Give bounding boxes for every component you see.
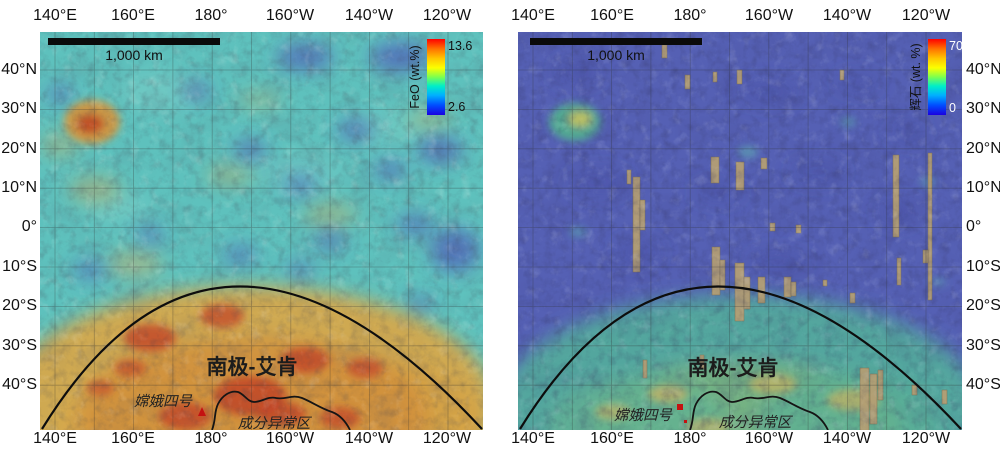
lat-tick: 10°N (1, 179, 37, 196)
anomaly-region-outline (689, 390, 829, 430)
colorbar-title: FeO (wt.%) (408, 45, 422, 108)
lon-tick: 120°W (422, 430, 472, 447)
scale-bar-label: 1,000 km (587, 47, 645, 63)
lat-tick: 30°N (966, 100, 1000, 117)
lat-tick: 10°S (2, 258, 37, 275)
lon-tick: 120°W (901, 430, 951, 447)
lon-tick: 140°W (822, 430, 872, 447)
colorbar-title: 辉石 (wt. %) (909, 43, 923, 110)
feo-colorbar: 13.6 2.6 FeO (wt.%) (408, 39, 472, 115)
lat-tick: 40°N (966, 61, 1000, 78)
lander-marker-icon (677, 404, 687, 423)
lon-tick: 120°W (901, 7, 951, 24)
lat-tick: 10°S (966, 258, 1000, 275)
lander-label: 嫦娥四号 (134, 393, 193, 410)
lat-tick: 40°S (2, 376, 37, 393)
basin-label: 南极-艾肯 (207, 355, 298, 379)
lat-tick: 0° (21, 218, 37, 235)
colorbar-max-label: 13.6 (448, 39, 472, 53)
feo-panel: 140°E 160°E 180° 160°W 140°W 120°W 140°E… (1, 7, 483, 447)
basin-label: 南极-艾肯 (688, 356, 779, 380)
lon-tick: 180° (194, 430, 228, 447)
spa-basin-rim-arc (41, 285, 483, 430)
crater-texture-light (40, 32, 483, 430)
spa-basin-rim-arc (519, 285, 962, 430)
lon-tick: 140°W (822, 7, 872, 24)
pyroxene-panel: 140°E 160°E 180° 160°W 140°W 120°W 140°E… (500, 0, 1000, 476)
lon-tick: 140°E (33, 430, 77, 447)
lon-tick: 140°E (511, 430, 555, 447)
feo-map: 1,000 km 13.6 2.6 FeO (wt.%) 南极-艾肯 嫦娥四号 … (40, 32, 483, 430)
anomaly-region-label: 成分异常区 (719, 414, 794, 430)
lander-label: 嫦娥四号 (614, 407, 673, 424)
pyroxene-map: 1,000 km 70 0 辉石 (wt. %) 南极-艾肯 嫦娥四号 成分异常… (518, 32, 962, 430)
lon-tick: 140°W (344, 430, 394, 447)
lander-marker-icon (198, 407, 206, 416)
lat-tick: 40°N (1, 61, 37, 78)
lon-tick: 160°W (265, 7, 315, 24)
scale-bar: 1,000 km (48, 38, 220, 63)
lon-tick: 160°W (265, 430, 315, 447)
lon-tick: 180° (673, 7, 707, 24)
colorbar-min-label: 0 (949, 101, 956, 115)
lon-tick: 140°E (33, 7, 77, 24)
lon-tick: 160°E (590, 430, 634, 447)
lon-tick: 160°E (590, 7, 634, 24)
lon-tick: 140°E (511, 7, 555, 24)
pyroxene-colorbar: 70 0 辉石 (wt. %) (909, 39, 962, 115)
lat-tick: 20°S (966, 297, 1000, 314)
crater-texture-light (518, 32, 962, 430)
lat-tick: 30°N (1, 100, 37, 117)
lon-tick: 180° (194, 7, 228, 24)
colorbar-min-label: 2.6 (448, 100, 465, 114)
graticule-grid (40, 32, 483, 430)
scale-bar: 1,000 km (530, 38, 702, 63)
lat-tick: 40°S (966, 376, 1000, 393)
lon-tick: 160°E (111, 7, 155, 24)
lon-tick: 180° (673, 430, 707, 447)
lon-tick: 160°W (744, 7, 794, 24)
lon-tick: 160°W (744, 430, 794, 447)
lat-tick: 30°S (2, 337, 37, 354)
anomaly-region-outline (211, 390, 351, 430)
lat-tick: 20°N (966, 140, 1000, 157)
anomaly-region-label: 成分异常区 (238, 415, 313, 430)
scale-bar-label: 1,000 km (105, 47, 163, 63)
lon-tick: 160°E (111, 430, 155, 447)
lon-tick: 140°W (344, 7, 394, 24)
graticule-grid (518, 32, 962, 430)
lat-tick: 20°S (2, 297, 37, 314)
lon-tick: 120°W (422, 7, 472, 24)
lat-tick: 0° (966, 218, 982, 235)
colorbar-max-label: 70 (949, 39, 962, 53)
lat-tick: 10°N (966, 179, 1000, 196)
lat-tick: 30°S (966, 337, 1000, 354)
lat-tick: 20°N (1, 140, 37, 157)
